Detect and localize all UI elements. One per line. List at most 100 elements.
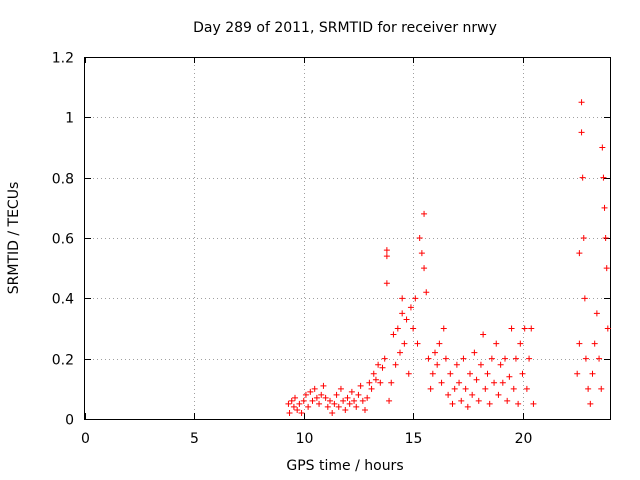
data-point bbox=[292, 394, 298, 401]
data-point bbox=[499, 379, 506, 386]
data-point bbox=[423, 289, 430, 296]
axis-ticks: 0 0.2 0.4 0.6 0.8 1 1.2 0 5 10 15 20 bbox=[52, 51, 610, 447]
data-point bbox=[414, 340, 421, 347]
data-point bbox=[377, 379, 384, 386]
data-point bbox=[333, 391, 340, 398]
data-point bbox=[418, 250, 425, 257]
data-point bbox=[451, 385, 458, 392]
data-point bbox=[576, 250, 583, 257]
data-point bbox=[510, 385, 517, 392]
data-point bbox=[399, 295, 406, 302]
data-point bbox=[390, 331, 397, 338]
data-point bbox=[397, 349, 403, 356]
data-point bbox=[460, 355, 467, 362]
data-point bbox=[469, 391, 476, 398]
data-point bbox=[604, 325, 611, 332]
y-tick-label: 0.2 bbox=[52, 353, 74, 369]
data-point bbox=[296, 400, 303, 407]
y-tick-label: 0.6 bbox=[52, 232, 74, 248]
data-point bbox=[486, 400, 493, 407]
data-point bbox=[512, 355, 519, 362]
data-point bbox=[491, 379, 498, 386]
data-point bbox=[425, 355, 432, 362]
data-point bbox=[288, 397, 295, 404]
data-point bbox=[407, 304, 414, 311]
x-tick-label: 5 bbox=[190, 431, 199, 447]
data-point bbox=[348, 388, 355, 395]
data-point bbox=[383, 247, 390, 254]
data-point bbox=[403, 316, 410, 323]
data-point bbox=[429, 370, 436, 377]
data-point bbox=[359, 397, 366, 404]
data-point bbox=[410, 325, 417, 332]
data-point bbox=[438, 379, 445, 386]
data-point bbox=[593, 310, 600, 317]
chart-title: Day 289 of 2011, SRMTID for receiver nrw… bbox=[193, 20, 497, 36]
data-point bbox=[528, 325, 535, 332]
data-point bbox=[587, 400, 594, 407]
data-point bbox=[600, 174, 607, 181]
data-point bbox=[421, 265, 428, 272]
data-point bbox=[599, 144, 606, 151]
data-point bbox=[480, 331, 487, 338]
data-point bbox=[519, 370, 526, 377]
data-point bbox=[309, 397, 316, 404]
data-point bbox=[383, 253, 390, 260]
data-point bbox=[442, 355, 449, 362]
data-point bbox=[316, 400, 323, 407]
data-point bbox=[493, 340, 500, 347]
data-point bbox=[601, 204, 608, 211]
data-point bbox=[598, 385, 605, 392]
data-point bbox=[311, 385, 318, 392]
x-tick-label: 10 bbox=[296, 431, 314, 447]
data-point bbox=[603, 265, 610, 272]
data-point bbox=[521, 325, 528, 332]
grid-lines bbox=[85, 57, 610, 419]
data-point bbox=[585, 385, 592, 392]
y-tick-label: 1.2 bbox=[52, 51, 74, 67]
data-point bbox=[581, 295, 588, 302]
y-tick-label: 0.4 bbox=[52, 292, 74, 308]
data-point bbox=[327, 397, 333, 404]
data-point bbox=[579, 174, 586, 181]
data-point bbox=[515, 400, 522, 407]
data-point bbox=[497, 361, 504, 368]
x-tick-label: 0 bbox=[81, 431, 90, 447]
data-point bbox=[290, 403, 297, 410]
y-tick-label: 0 bbox=[65, 413, 74, 429]
data-point bbox=[495, 391, 502, 398]
data-point bbox=[386, 397, 393, 404]
data-point bbox=[471, 349, 478, 356]
data-point bbox=[488, 355, 495, 362]
data-point bbox=[324, 403, 331, 410]
data-point bbox=[346, 400, 353, 407]
data-point bbox=[285, 400, 292, 407]
data-point bbox=[578, 99, 585, 106]
data-point bbox=[379, 364, 386, 371]
data-point bbox=[362, 406, 368, 413]
data-point bbox=[523, 385, 530, 392]
data-point bbox=[432, 349, 438, 356]
data-point bbox=[436, 340, 443, 347]
data-point bbox=[440, 325, 447, 332]
data-point bbox=[375, 361, 382, 368]
data-point bbox=[473, 376, 480, 383]
data-point bbox=[368, 385, 375, 392]
data-point bbox=[313, 394, 320, 401]
data-point bbox=[305, 403, 312, 410]
data-point bbox=[416, 235, 423, 241]
data-point bbox=[449, 400, 456, 407]
data-point bbox=[322, 394, 329, 401]
y-tick-label: 1 bbox=[65, 111, 74, 127]
data-point bbox=[286, 409, 293, 416]
data-point bbox=[300, 397, 307, 404]
data-point bbox=[589, 370, 596, 377]
data-point bbox=[580, 235, 587, 241]
data-point bbox=[381, 355, 388, 362]
data-point bbox=[388, 379, 395, 386]
data-point bbox=[582, 355, 589, 362]
x-tick-label: 20 bbox=[515, 431, 533, 447]
data-point bbox=[467, 370, 473, 377]
data-point bbox=[357, 382, 364, 389]
